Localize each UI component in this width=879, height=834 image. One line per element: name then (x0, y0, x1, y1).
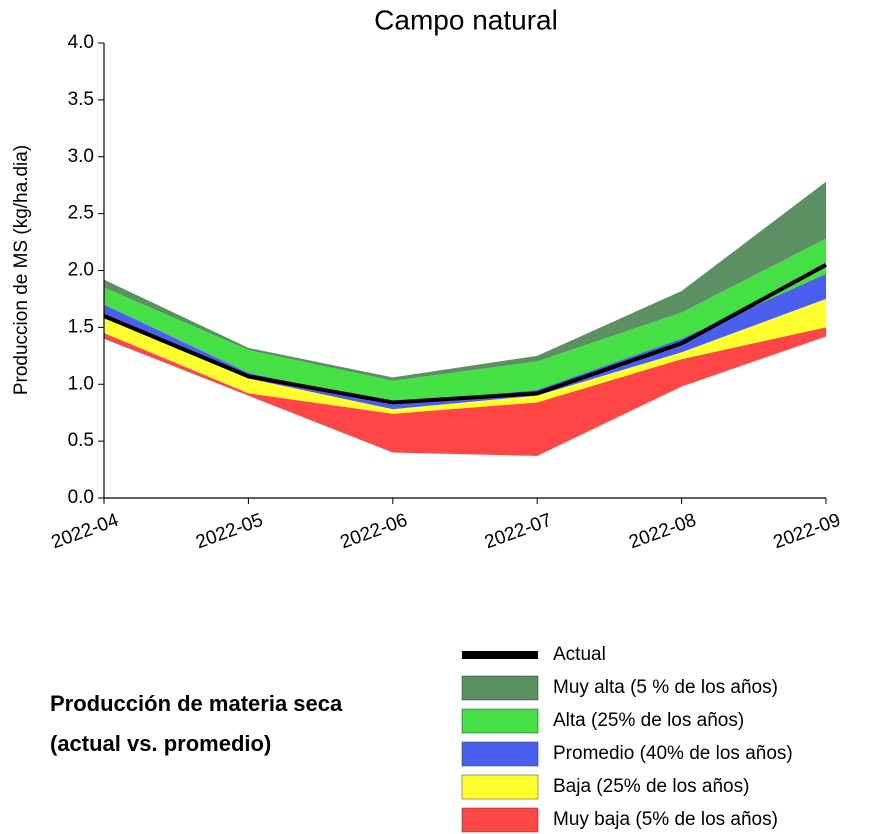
x-tick-label: 2022-04 (49, 510, 122, 554)
legend-label: Muy baja (5% de los años) (553, 809, 778, 830)
y-tick-label: 3.0 (68, 146, 94, 167)
legend-swatch (461, 774, 539, 800)
y-tick-label: 2.0 (68, 260, 94, 281)
y-tick-label: 4.0 (68, 32, 94, 53)
chart-title: Campo natural (374, 4, 558, 35)
y-tick-label: 1.0 (68, 373, 94, 394)
band-area (104, 327, 826, 456)
band-area (104, 238, 826, 405)
y-tick-label: 0.0 (68, 487, 94, 508)
band-area (104, 298, 826, 414)
legend-swatch (462, 651, 538, 659)
legend-label: Promedio (40% de los años) (553, 743, 793, 764)
legend-swatch (461, 807, 539, 833)
x-tick-label: 2022-08 (626, 510, 699, 554)
y-tick-label: 0.5 (68, 430, 94, 451)
actual-line (103, 263, 827, 405)
legend-swatch (461, 741, 539, 767)
y-axis-label: Produccion de MS (kg/ha.dia) (11, 145, 32, 395)
legend-swatch (461, 708, 539, 734)
x-tick-label: 2022-06 (338, 510, 411, 554)
legend-swatch (461, 675, 539, 701)
caption-line: Producción de materia seca (50, 691, 343, 716)
x-tick-label: 2022-05 (193, 510, 266, 554)
y-tick-label: 2.5 (68, 203, 94, 224)
y-tick-label: 3.5 (68, 89, 94, 110)
caption-line: (actual vs. promedio) (50, 731, 271, 756)
legend-label: Baja (25% de los años) (553, 776, 749, 797)
y-tick-label: 1.5 (68, 316, 94, 337)
legend-label: Actual (553, 644, 606, 665)
legend-label: Alta (25% de los años) (553, 710, 744, 731)
legend-label: Muy alta (5 % de los años) (553, 677, 778, 698)
x-tick-label: 2022-07 (482, 510, 555, 554)
x-tick-label: 2022-09 (771, 510, 844, 554)
